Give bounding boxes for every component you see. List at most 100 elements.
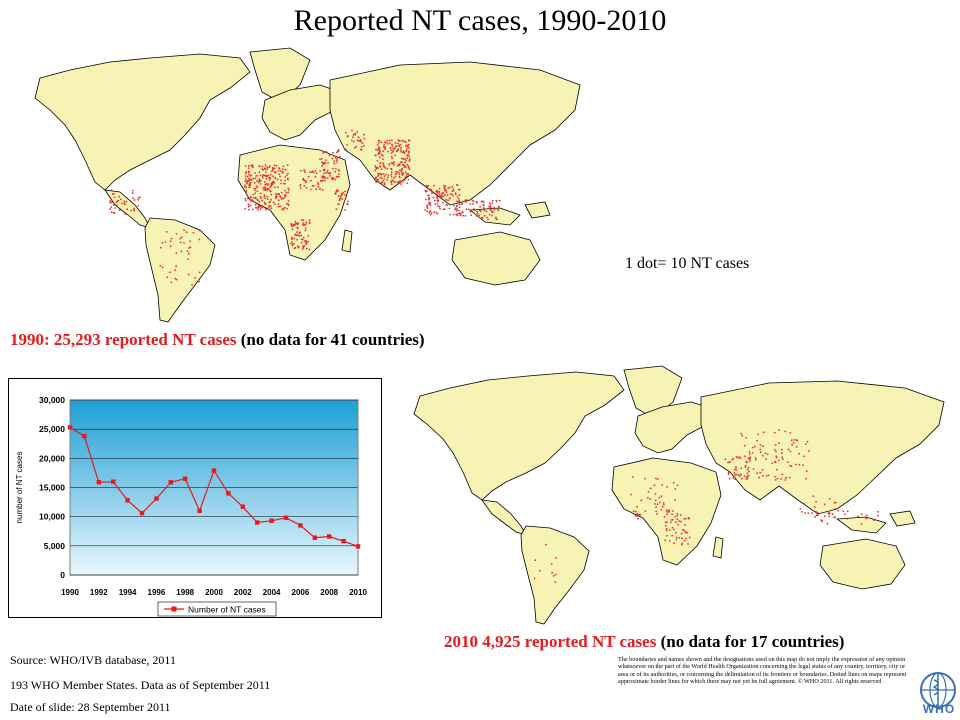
case-dot <box>392 177 395 179</box>
case-dot <box>408 151 410 154</box>
case-dot <box>262 176 264 179</box>
case-dot <box>265 208 267 211</box>
case-dot <box>333 160 335 163</box>
case-dot <box>744 466 747 468</box>
case-dot <box>187 252 190 255</box>
case-dot <box>471 203 474 205</box>
case-dot <box>727 471 730 474</box>
case-dot <box>456 214 459 217</box>
case-dot <box>375 181 377 184</box>
case-dot <box>733 468 736 471</box>
map-land-1990 <box>34 47 581 323</box>
case-dot <box>302 177 305 180</box>
case-dot <box>247 165 250 167</box>
case-dot <box>759 471 762 474</box>
case-dot <box>400 148 402 151</box>
case-dot <box>337 173 340 176</box>
case-dot <box>408 147 410 149</box>
case-dot <box>398 164 401 167</box>
case-dot <box>317 181 319 184</box>
case-dot <box>649 487 652 490</box>
case-dot <box>436 195 438 198</box>
case-dot <box>465 208 468 211</box>
case-dot <box>302 219 305 222</box>
case-dot <box>455 213 458 216</box>
case-dot <box>277 170 280 172</box>
x-tick-label: 2002 <box>234 588 252 597</box>
case-dot <box>433 199 436 202</box>
case-dot <box>265 175 267 178</box>
case-dot <box>798 463 801 466</box>
case-dot <box>432 196 435 199</box>
case-dot <box>438 193 441 196</box>
case-dot <box>451 185 454 188</box>
map-disclaimer: The boundaries and names shown and the d… <box>618 656 907 685</box>
case-dot <box>675 538 678 541</box>
case-dot <box>374 176 377 179</box>
case-dot <box>472 200 475 203</box>
case-dot <box>338 203 340 206</box>
case-dot <box>740 477 743 480</box>
case-dot <box>828 497 831 500</box>
case-dot <box>786 461 789 464</box>
case-dot <box>123 202 126 205</box>
case-dot <box>279 170 282 173</box>
case-dot <box>444 185 447 188</box>
case-dot <box>284 168 287 171</box>
case-dot <box>346 203 349 205</box>
case-dots-1990 <box>109 129 501 286</box>
case-dot <box>391 143 393 146</box>
case-dot <box>806 440 809 443</box>
case-dot <box>668 540 671 542</box>
case-dot <box>375 166 377 169</box>
caption-1990-cases: 1990: 25,293 reported NT cases <box>10 330 241 349</box>
case-dot <box>377 139 380 142</box>
case-dot <box>383 144 385 146</box>
case-dot <box>382 180 385 182</box>
case-dot <box>390 174 393 176</box>
case-dot <box>449 186 451 189</box>
case-dot <box>429 188 432 191</box>
case-dot <box>393 181 396 183</box>
case-dot <box>446 204 448 207</box>
case-dot <box>493 206 496 209</box>
case-dot <box>673 542 675 544</box>
case-dot <box>489 202 491 204</box>
case-dot <box>789 450 792 453</box>
case-dot <box>377 178 380 181</box>
data-point <box>211 468 217 473</box>
case-dot <box>357 136 360 139</box>
case-dot <box>429 213 432 216</box>
case-dot <box>161 266 164 269</box>
case-dot <box>258 200 260 203</box>
case-dot <box>346 144 348 146</box>
case-dot <box>280 179 282 182</box>
caption-2010-cases: 2010 4,925 reported NT cases <box>444 632 661 651</box>
case-dot <box>284 195 287 198</box>
case-dot <box>282 197 285 200</box>
case-dot <box>649 498 652 500</box>
case-dot <box>433 211 435 214</box>
case-dot <box>246 175 249 178</box>
caption-2010: 2010 4,925 reported NT cases (no data fo… <box>444 632 844 652</box>
x-tick-label: 2008 <box>320 588 338 597</box>
case-dot <box>442 201 444 204</box>
case-dot <box>282 165 285 168</box>
case-dot <box>495 199 498 202</box>
case-dot <box>686 531 689 534</box>
case-dots-2010 <box>533 429 879 583</box>
case-dot <box>308 221 311 224</box>
case-dot <box>782 458 784 460</box>
case-dot <box>784 479 786 481</box>
case-dot <box>402 150 405 152</box>
series-points <box>67 425 361 549</box>
case-dot <box>329 175 331 177</box>
case-dot <box>307 235 310 237</box>
case-dot <box>828 513 831 515</box>
case-dot <box>287 204 290 207</box>
case-dot <box>248 208 250 211</box>
case-dot <box>458 206 461 209</box>
case-dot <box>315 188 318 191</box>
case-dot <box>259 174 262 177</box>
case-dot <box>826 522 829 525</box>
